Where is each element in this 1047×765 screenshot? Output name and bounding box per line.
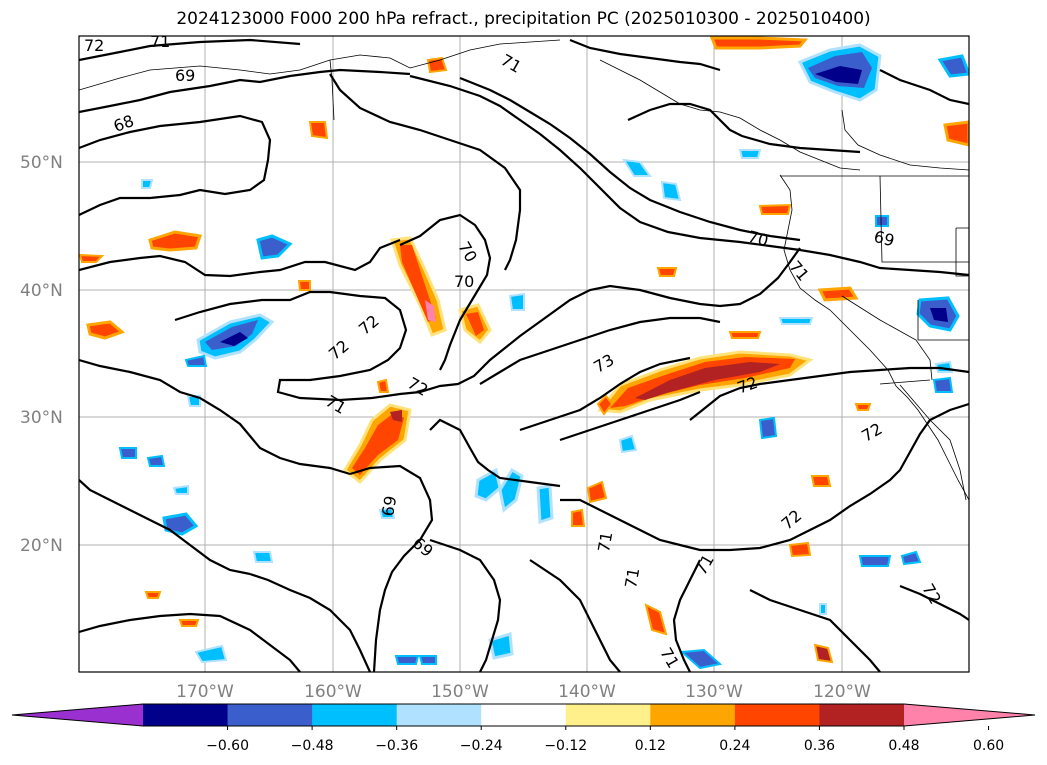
contour-label: 69 [872, 227, 897, 251]
lat-label-40n: 40°N [20, 281, 63, 301]
colorbar-tick-label: −0.60 [206, 738, 249, 754]
colorbar-segment [734, 704, 820, 726]
contour-label: 70 [746, 227, 771, 251]
colorbar-segment [312, 704, 398, 726]
map-frame [78, 35, 970, 673]
colorbar-tick-label: 0.36 [804, 738, 835, 754]
graticule [79, 36, 969, 672]
colorbar-tick-label: −0.24 [460, 738, 503, 754]
colorbar-segment [143, 704, 229, 726]
colorbar-segment [819, 704, 905, 726]
lat-label-20n: 20°N [20, 536, 63, 556]
contour-label: 71 [594, 530, 616, 553]
colorbar-tick-label: −0.36 [375, 738, 418, 754]
colorbar-tick-label: −0.48 [291, 738, 334, 754]
precip-positive-patches [79, 36, 969, 664]
colorbar-segment [481, 704, 567, 726]
colorbar-segment [227, 704, 313, 726]
lon-label-170w: 170°W [176, 682, 234, 702]
precip-negative-patches [118, 43, 969, 670]
colorbar-segment [565, 704, 651, 726]
colorbar-tick-label: 0.60 [973, 738, 1004, 754]
lat-label-30n: 30°N [20, 408, 63, 428]
colorbar-tick-label: −0.12 [544, 738, 587, 754]
contour-label: 71 [150, 32, 170, 51]
contour-label: 70 [454, 272, 474, 291]
colorbar-segment [396, 704, 482, 726]
lat-label-50n: 50°N [20, 153, 63, 173]
latitude-labels: 50°N 40°N 30°N 20°N [20, 153, 63, 556]
colorbar-segment [650, 704, 736, 726]
contour-label: 69 [378, 494, 400, 517]
lon-label-140w: 140°W [558, 682, 616, 702]
colorbar-extend-high [904, 704, 1035, 726]
lon-label-150w: 150°W [431, 682, 489, 702]
map-area: 72 71 69 68 71 70 70 72 72 71 72 73 72 7… [79, 32, 969, 672]
longitude-labels: 170°W 160°W 150°W 140°W 130°W 120°W [176, 682, 871, 702]
coastlines [79, 39, 969, 501]
map-title: 2024123000 F000 200 hPa refract., precip… [176, 9, 871, 29]
lon-label-160w: 160°W [304, 682, 362, 702]
lon-label-130w: 130°W [685, 682, 743, 702]
colorbar-tick-label: 0.48 [888, 738, 919, 754]
lon-label-120w: 120°W [813, 682, 871, 702]
colorbar-extend-low [12, 704, 143, 726]
colorbar-tick-label: 0.12 [635, 738, 666, 754]
refractivity-contours [79, 38, 969, 672]
contour-label: 69 [175, 66, 195, 85]
contour-label: 71 [621, 566, 643, 589]
colorbar-tick-label: 0.24 [719, 738, 750, 754]
colorbar: −0.60 −0.48 −0.36 −0.24 −0.12 0.12 0.24 0.36 0.4… [11, 703, 1036, 754]
contour-label: 72 [84, 36, 104, 55]
